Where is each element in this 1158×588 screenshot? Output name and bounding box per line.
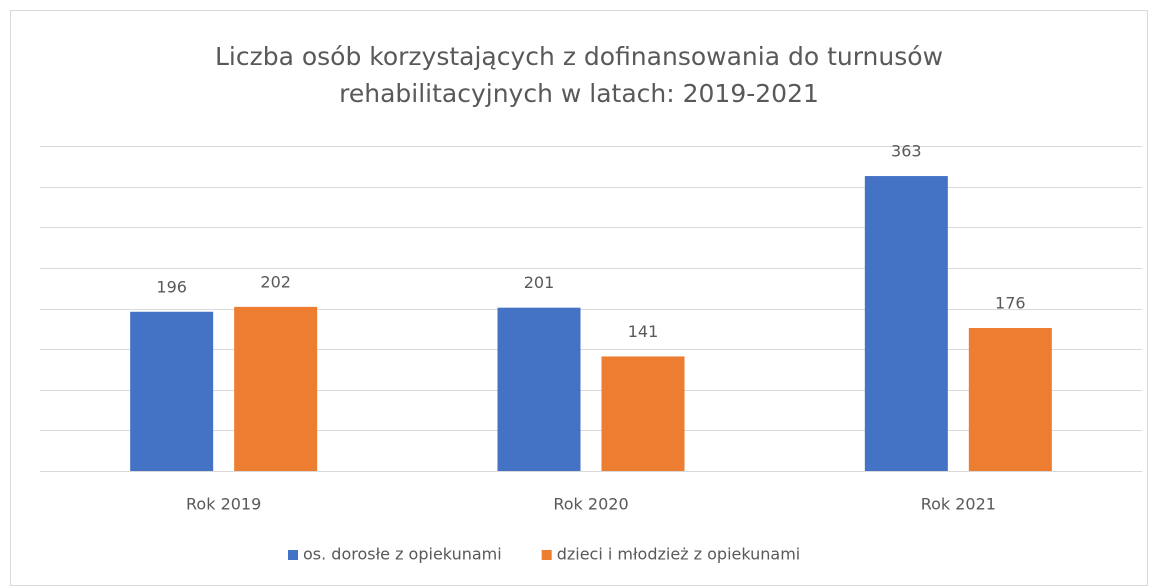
data-label: 141 bbox=[628, 322, 659, 341]
legend-swatch bbox=[288, 550, 298, 560]
data-label: 363 bbox=[891, 142, 922, 161]
chart-border bbox=[10, 10, 1148, 586]
x-tick-label: Rok 2019 bbox=[186, 495, 261, 514]
bar bbox=[234, 306, 318, 471]
data-label: 196 bbox=[156, 277, 187, 296]
data-label: 176 bbox=[995, 294, 1026, 313]
legend-label: dzieci i młodzież z opiekunami bbox=[557, 545, 801, 564]
bar bbox=[864, 176, 948, 471]
bar bbox=[601, 356, 685, 471]
data-label: 201 bbox=[524, 273, 555, 292]
x-tick-label: Rok 2020 bbox=[553, 495, 628, 514]
x-tick-label: Rok 2021 bbox=[921, 495, 996, 514]
legend-swatch bbox=[541, 550, 552, 560]
data-label: 202 bbox=[260, 272, 291, 291]
bar bbox=[497, 307, 581, 471]
bar bbox=[968, 328, 1052, 471]
legend-label: os. dorosłe z opiekunami bbox=[303, 545, 502, 564]
chart-title: Liczba osób korzystających z dofinansowa… bbox=[214, 42, 944, 108]
bar bbox=[130, 311, 214, 471]
